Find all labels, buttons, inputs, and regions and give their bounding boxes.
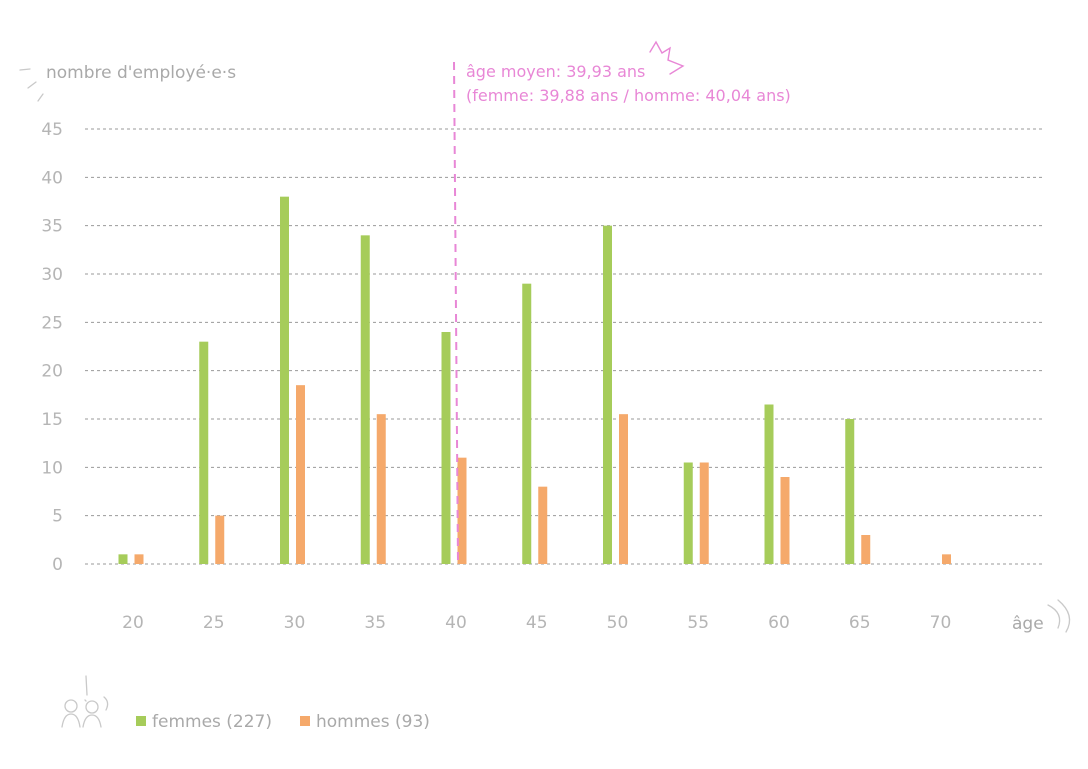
y-tick-label-10: 10 bbox=[41, 458, 63, 478]
people-doodle-icon bbox=[61, 675, 109, 728]
y-tick-label-25: 25 bbox=[41, 313, 63, 333]
y-tick-label-40: 40 bbox=[41, 168, 63, 188]
sparkle-doodle bbox=[649, 40, 685, 75]
y-tick-label-45: 45 bbox=[41, 120, 63, 140]
bar-hommes-40 bbox=[457, 457, 467, 564]
x-tick-label-50: 50 bbox=[607, 613, 629, 633]
bar-femmes-50 bbox=[603, 225, 612, 564]
bar-hommes-70 bbox=[942, 554, 951, 564]
x-axis-title: âge bbox=[1012, 614, 1044, 634]
bar-hommes-30 bbox=[296, 385, 305, 564]
y-tick-label-35: 35 bbox=[41, 217, 63, 237]
x-tick-label-70: 70 bbox=[930, 613, 952, 633]
x-tick-label-45: 45 bbox=[526, 613, 548, 633]
bar-femmes-65 bbox=[845, 419, 855, 564]
bar-hommes-65 bbox=[861, 535, 871, 564]
bar-hommes-60 bbox=[780, 477, 790, 564]
bar-hommes-20 bbox=[134, 554, 144, 564]
legend-label-femmes: femmes (227) bbox=[152, 712, 272, 732]
bar-femmes-60 bbox=[764, 404, 774, 564]
x-axis-ticks: 20 25 30 35 40 45 50 55 60 65 70 bbox=[122, 613, 951, 633]
y-tick-label-5: 5 bbox=[52, 507, 63, 527]
bar-femmes-20 bbox=[118, 554, 128, 564]
bars bbox=[118, 196, 951, 565]
x-tick-label-25: 25 bbox=[203, 613, 225, 633]
y-title-doodle bbox=[19, 68, 44, 102]
y-tick-label-0: 0 bbox=[52, 555, 63, 575]
bar-hommes-45 bbox=[538, 486, 548, 564]
bar-hommes-35 bbox=[376, 414, 386, 564]
bar-hommes-50 bbox=[619, 414, 628, 564]
bar-femmes-40 bbox=[441, 332, 451, 564]
x-tick-label-20: 20 bbox=[122, 613, 144, 633]
legend-label-hommes: hommes (93) bbox=[316, 712, 430, 732]
bar-femmes-55 bbox=[683, 462, 693, 564]
y-tick-label-15: 15 bbox=[41, 410, 63, 430]
mean-age-detail-label: (femme: 39,88 ans / homme: 40,04 ans) bbox=[466, 86, 791, 105]
x-tick-label-55: 55 bbox=[687, 613, 709, 633]
bar-femmes-30 bbox=[280, 196, 289, 564]
legend-swatch-femmes bbox=[136, 716, 146, 726]
legend-swatch-hommes bbox=[300, 716, 310, 726]
bar-hommes-55 bbox=[699, 462, 709, 564]
x-tick-label-60: 60 bbox=[768, 613, 790, 633]
bar-femmes-45 bbox=[522, 283, 532, 564]
x-tick-label-40: 40 bbox=[445, 613, 467, 633]
bar-femmes-25 bbox=[199, 341, 209, 564]
x-tick-label-30: 30 bbox=[284, 613, 306, 633]
x-tick-label-35: 35 bbox=[364, 613, 386, 633]
grid-lines bbox=[85, 128, 1043, 565]
bar-femmes-35 bbox=[360, 235, 370, 565]
x-tick-label-65: 65 bbox=[849, 613, 871, 633]
mean-age-label: âge moyen: 39,93 ans bbox=[466, 62, 645, 81]
y-tick-label-30: 30 bbox=[41, 265, 63, 285]
bar-hommes-25 bbox=[215, 515, 225, 564]
y-axis-title: nombre d'employé·e·s bbox=[46, 63, 236, 83]
y-tick-label-20: 20 bbox=[41, 362, 63, 382]
x-title-doodle bbox=[1047, 599, 1071, 633]
y-axis-ticks: 0 5 10 15 20 25 30 35 40 45 bbox=[41, 120, 63, 575]
mean-age-line bbox=[453, 61, 459, 565]
